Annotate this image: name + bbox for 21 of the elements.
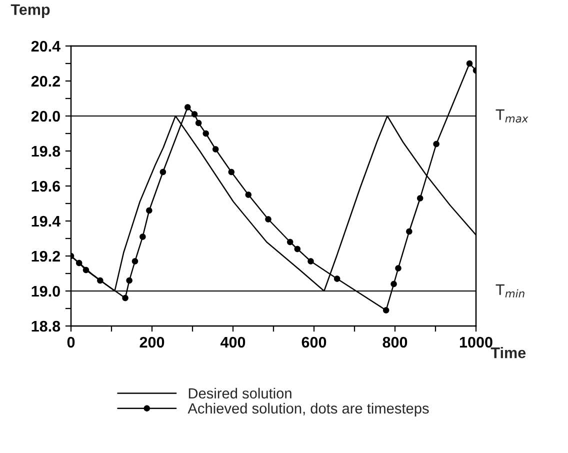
- x-axis-title: Time: [490, 347, 526, 358]
- x-tick-label: 400: [220, 336, 246, 348]
- y-tick-label: 19.2: [32, 250, 60, 262]
- y-tick-label: 18.8: [32, 320, 60, 332]
- y-tick-label: 19.4: [32, 216, 61, 227]
- y-tick-label: 19.0: [32, 286, 60, 297]
- x-tick-label: 200: [140, 336, 164, 348]
- x-tick-label: 600: [302, 336, 326, 348]
- y-tick-label: 20.0: [31, 110, 60, 122]
- y-tick-label: 19.8: [32, 146, 60, 157]
- legend-label: Achieved solution, dots are timesteps: [188, 402, 429, 416]
- y-tick-label: 20.2: [31, 76, 60, 87]
- ref-line-label: T$_{max}$: [496, 109, 528, 123]
- y-axis-title: Temp: [10, 4, 50, 18]
- x-tick-label: 0: [67, 336, 75, 348]
- ref-line-label: T$_{min}$: [496, 284, 524, 298]
- y-tick-label: 19.6: [32, 180, 60, 192]
- x-tick-label: 1000: [460, 336, 492, 348]
- x-tick-label: 800: [382, 336, 408, 348]
- legend-label: Desired solution: [188, 388, 292, 399]
- y-tick-label: 20.4: [31, 40, 61, 52]
